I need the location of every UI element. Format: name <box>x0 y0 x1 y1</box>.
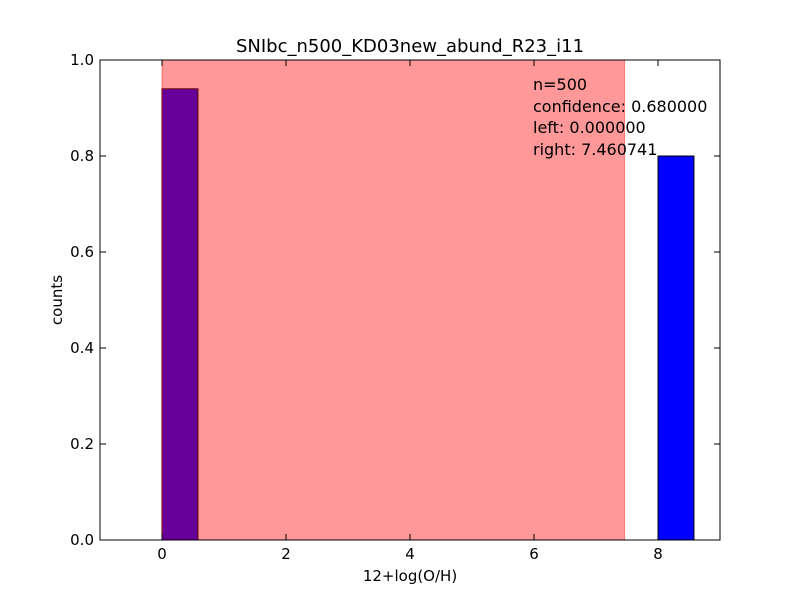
y-tick-label: 0.6 <box>70 243 94 261</box>
annotation-line: n=500 <box>533 75 587 94</box>
x-axis-label: 12+log(O/H) <box>363 567 457 585</box>
x-tick-label: 6 <box>529 545 539 563</box>
histogram-bar <box>657 155 695 541</box>
y-tick-label: 0.8 <box>70 147 94 165</box>
y-tick-label: 1.0 <box>70 51 94 69</box>
chart-title: SNIbc_n500_KD03new_abund_R23_i11 <box>236 36 584 57</box>
y-axis-label: counts <box>48 275 66 325</box>
stats-annotation: n=500 confidence: 0.680000 left: 0.00000… <box>533 75 707 159</box>
annotation-line: right: 7.460741 <box>533 140 657 159</box>
x-tick-label: 0 <box>157 545 167 563</box>
y-tick-label: 0.2 <box>70 435 94 453</box>
x-tick-label: 2 <box>281 545 291 563</box>
y-tick-label: 0.4 <box>70 339 94 357</box>
annotation-line: left: 0.000000 <box>533 118 646 137</box>
y-tick-label: 0.0 <box>70 531 94 549</box>
x-tick-label: 8 <box>653 545 663 563</box>
annotation-line: confidence: 0.680000 <box>533 97 707 116</box>
histogram-bar <box>161 88 199 541</box>
x-tick-label: 4 <box>405 545 415 563</box>
plot-area: 0 2 4 6 8 0.0 0.2 0.4 0.6 0.8 1.0 <box>70 51 721 563</box>
